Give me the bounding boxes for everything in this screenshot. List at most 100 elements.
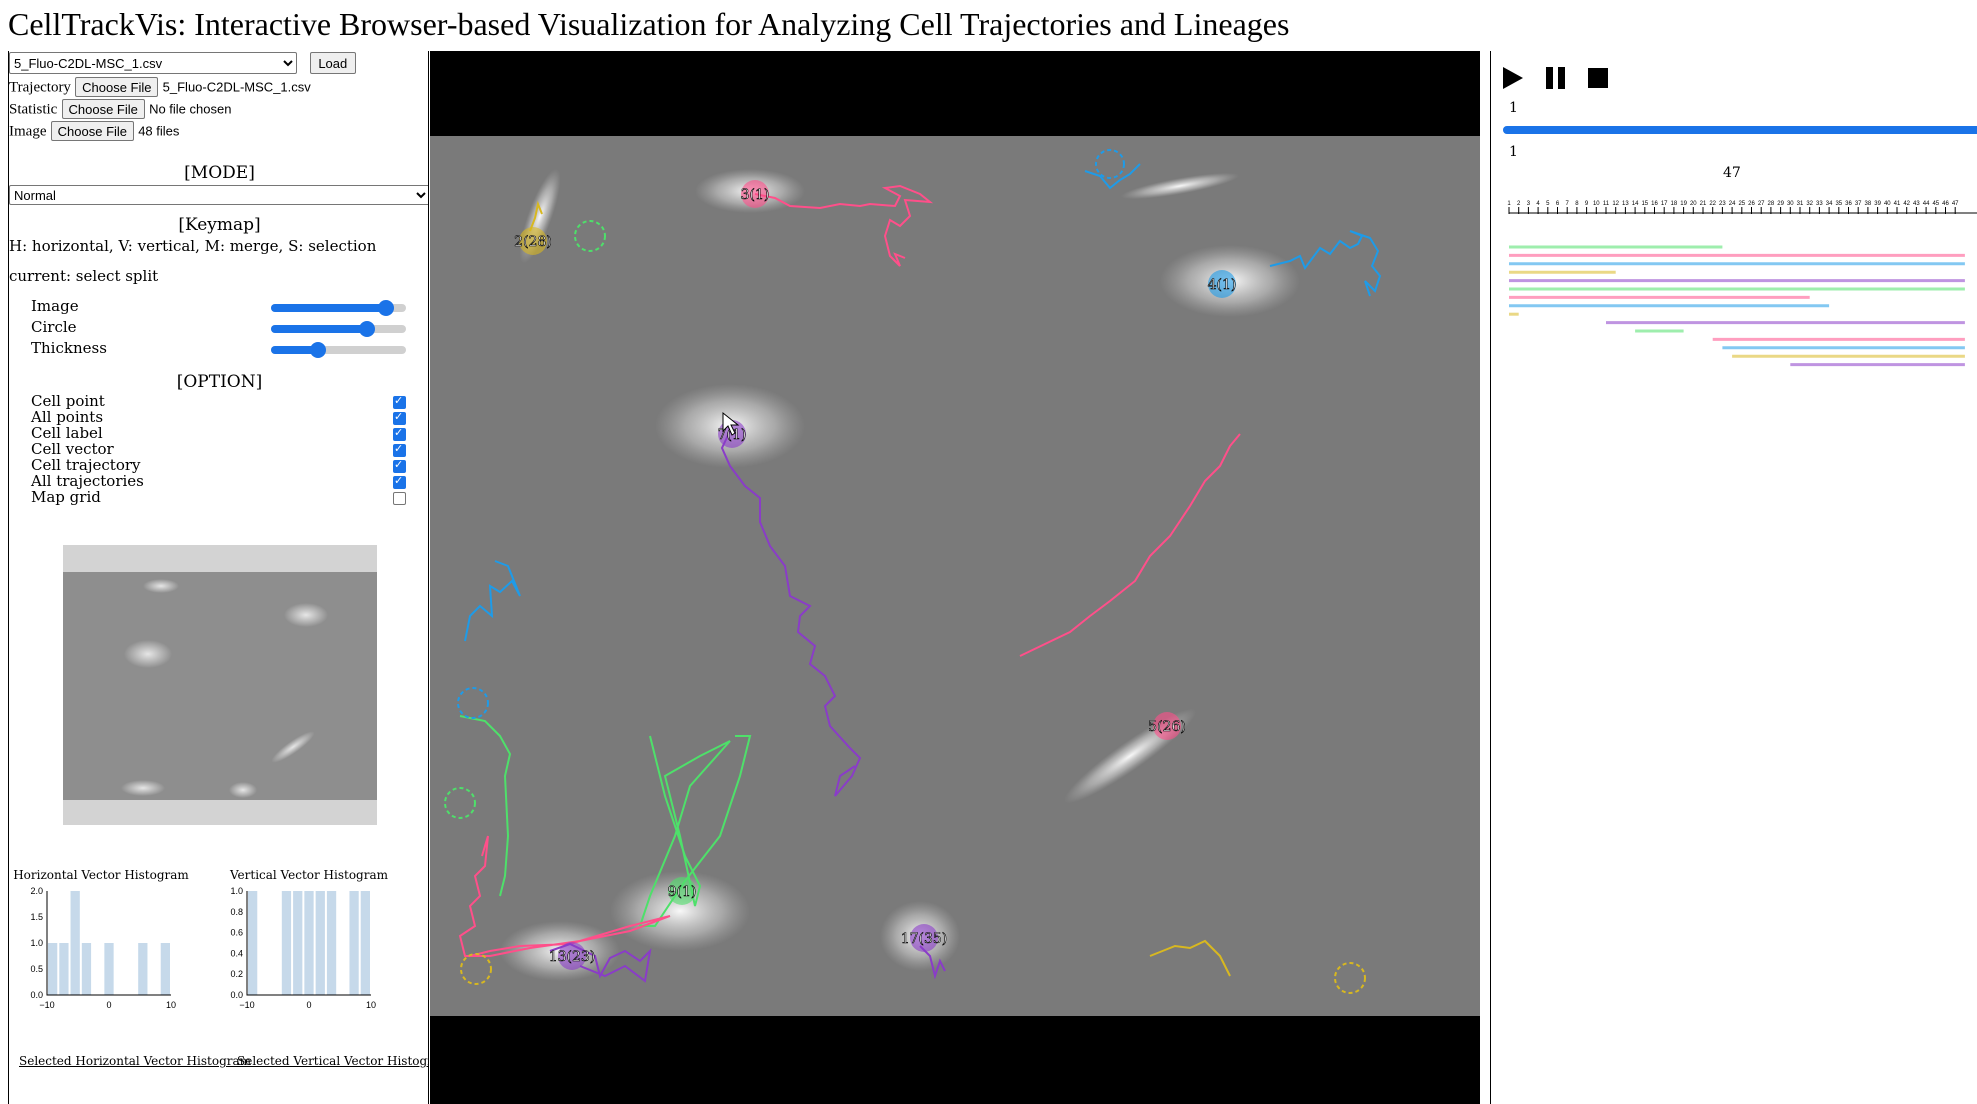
load-button[interactable]: Load [309, 52, 356, 74]
dataset-select[interactable]: 5_Fluo-C2DL-MSC_1.csv [9, 52, 297, 74]
histogram-bar[interactable] [281, 891, 292, 995]
trajectory-green-left[interactable] [459, 715, 512, 897]
histogram-bar[interactable] [70, 891, 80, 995]
trajectory-purple-17[interactable] [919, 945, 946, 980]
trajectory-red-diagonal[interactable] [1019, 433, 1241, 657]
pause-button[interactable] [1544, 65, 1568, 91]
control-panel: 5_Fluo-C2DL-MSC_1.csv Load Trajectory Ch… [8, 51, 429, 1104]
cell-point-3[interactable] [741, 180, 769, 208]
cell-point-4[interactable] [1208, 270, 1236, 298]
trajectory-blue-left[interactable] [464, 560, 521, 642]
statistic-file-status: No file chosen [149, 101, 232, 117]
histogram-bar[interactable] [315, 891, 325, 995]
histogram-y-tick: 1.0 [30, 938, 43, 948]
timeline-tick-label: 31 [1797, 201, 1804, 207]
trajectory-blue-top-right[interactable] [1084, 163, 1141, 190]
trajectory-pink-top[interactable] [754, 184, 934, 267]
cell-marker-yellow-left[interactable] [460, 953, 492, 985]
slider-knob[interactable] [358, 321, 375, 337]
slider-knob[interactable] [377, 300, 394, 316]
cell-label: 4(1) [1208, 277, 1237, 293]
statistic-choose-file-button[interactable]: Choose File [61, 99, 145, 119]
cell-point-17[interactable] [910, 924, 938, 952]
image-file-status: 48 files [138, 123, 180, 139]
cell-label: 9(1) [668, 884, 697, 900]
timeline-tick-label: 7 [1566, 201, 1570, 207]
histogram-bar[interactable] [304, 891, 314, 995]
cell-marker-green-2[interactable] [574, 220, 606, 252]
histogram-x-tick: 0 [306, 1000, 311, 1010]
microscopy-image[interactable]: 3(1) 2(28) 4(1) 7(1) 5(26) 9(1) 13(23) 1… [430, 136, 1480, 1016]
minimap[interactable] [63, 545, 377, 825]
play-button[interactable] [1501, 65, 1525, 91]
cell-marker-yellow-right[interactable] [1334, 962, 1366, 994]
cell-marker-blue-left[interactable] [457, 687, 489, 719]
cell-point-13[interactable] [558, 942, 586, 970]
trajectory-purple-bottom[interactable] [549, 942, 652, 983]
trajectory-viewer[interactable]: 3(1) 2(28) 4(1) 7(1) 5(26) 9(1) 13(23) 1… [430, 51, 1480, 1104]
image-opacity-slider[interactable] [271, 300, 406, 316]
histogram-bar[interactable] [48, 943, 58, 995]
histogram-bar[interactable] [104, 943, 114, 995]
stop-button[interactable] [1586, 65, 1610, 91]
minimap-image [63, 572, 377, 800]
trajectory-yellow-top[interactable] [529, 200, 543, 232]
thickness-slider[interactable] [271, 342, 406, 358]
histogram-bar[interactable] [59, 943, 69, 995]
histogram-bar[interactable] [360, 891, 370, 995]
histogram-bar[interactable] [326, 891, 337, 995]
histogram-bar[interactable] [248, 891, 258, 995]
option-title: [OPTION] [176, 372, 263, 392]
current-mode-text: current: select split [9, 267, 159, 285]
image-file-row: Image Choose File 48 files [9, 121, 179, 141]
timeline-tick-label: 32 [1806, 201, 1813, 207]
cell-point-2[interactable] [519, 227, 547, 255]
trajectory-blue-right[interactable] [1269, 230, 1382, 297]
vertical-histogram-title: Vertical Vector Histogram [229, 868, 389, 882]
histogram-bar[interactable] [349, 891, 359, 995]
histogram-bar[interactable] [293, 891, 303, 995]
cell-marker-green-left[interactable] [444, 787, 476, 819]
timeline-tick-label: 42 [1903, 201, 1910, 207]
range-max: 47 [1723, 165, 1741, 181]
statistic-file-row: Statistic Choose File No file chosen [9, 99, 231, 119]
timeline-tick-label: 23 [1719, 201, 1726, 207]
timeline-tick-label: 9 [1585, 201, 1589, 207]
thickness-slider-label: Thickness [31, 339, 107, 357]
lineage-timeline[interactable]: 1 2 3 4 5 6 7 8 9 10 11 12 13 14 15 16 17 18 19 20 21 22 23 24 2… [1491, 181, 1977, 431]
cell-label: 17(35) [901, 931, 948, 947]
option-checkbox[interactable] [393, 410, 406, 425]
histogram-y-tick: 0.5 [30, 964, 43, 974]
option-checkbox[interactable] [393, 474, 406, 489]
histogram-bar[interactable] [160, 943, 170, 995]
timeline-tick-label: 13 [1622, 201, 1629, 207]
cell-marker-blue-top[interactable] [1095, 149, 1125, 179]
histogram-bar[interactable] [138, 943, 148, 995]
option-checkbox[interactable] [393, 426, 406, 441]
option-checkbox[interactable] [393, 492, 406, 505]
frame-slider[interactable] [1503, 126, 1977, 134]
mode-select[interactable]: Normal [9, 185, 428, 205]
circle-size-slider[interactable] [271, 321, 406, 337]
trajectory-yellow-bottom[interactable] [1149, 939, 1231, 977]
trajectory-choose-file-button[interactable]: Choose File [75, 77, 159, 97]
vertical-vector-histogram[interactable]: 1.0 0.8 0.6 0.4 0.2 0.0−10 0 10 [209, 881, 409, 1021]
selected-horizontal-histogram-link[interactable]: Selected Horizontal Vector Histogram [19, 1054, 252, 1068]
current-frame: 1 [1509, 100, 1518, 116]
histogram-x-tick: 10 [166, 1000, 176, 1010]
cell-point-5[interactable] [1153, 712, 1181, 740]
option-checkbox[interactable] [393, 442, 406, 457]
horizontal-vector-histogram[interactable]: 2.0 1.5 1.0 0.5 0.0−10 0 10 [9, 881, 199, 1021]
cell-point-9[interactable] [668, 877, 696, 905]
selected-vertical-histogram-link[interactable]: Selected Vertical Vector Histogram [237, 1054, 428, 1068]
timeline-tick-label: 38 [1865, 201, 1872, 207]
trajectory-purple-center[interactable] [720, 430, 862, 797]
trajectory-green-center[interactable] [638, 735, 752, 927]
image-choose-file-button[interactable]: Choose File [50, 121, 135, 141]
histogram-bar[interactable] [81, 943, 92, 995]
slider-knob[interactable] [310, 342, 327, 358]
option-checkbox[interactable] [393, 458, 406, 473]
option-label: All points [31, 408, 104, 426]
histogram-axis [246, 891, 371, 996]
option-checkbox[interactable] [393, 394, 406, 409]
